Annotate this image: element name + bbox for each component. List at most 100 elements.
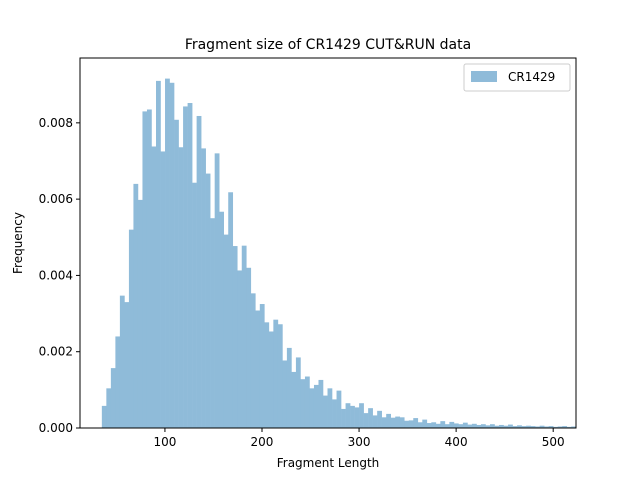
histogram-bar: [169, 82, 175, 428]
histogram-bar: [485, 425, 491, 428]
x-axis-label: Fragment Length: [277, 456, 380, 470]
histogram-bar: [377, 410, 382, 428]
legend-swatch: [471, 71, 497, 82]
histogram-bar: [327, 388, 333, 428]
histogram-bar: [426, 423, 432, 428]
histogram-bar: [499, 424, 504, 428]
histogram-bar: [214, 153, 220, 429]
y-axis: 0.000 0.002 0.004 0.006 0.008: [39, 116, 80, 435]
histogram-bar: [210, 218, 215, 428]
histogram-bar: [268, 331, 274, 428]
histogram-bar: [390, 417, 396, 428]
histogram-bar: [566, 426, 572, 428]
histogram-bar: [440, 421, 446, 428]
histogram-bar: [187, 103, 193, 428]
histogram-bar: [151, 146, 157, 429]
x-tick-label: 400: [445, 435, 468, 449]
y-tick-label: 0.002: [39, 345, 73, 359]
histogram-bar: [178, 147, 184, 428]
histogram-bar: [300, 379, 306, 428]
histogram-bar: [115, 336, 121, 428]
histogram-bar: [368, 408, 373, 428]
histogram-bar: [282, 360, 288, 428]
histogram-bar: [521, 426, 527, 428]
histogram-bar: [345, 403, 351, 428]
histogram-bar: [295, 357, 301, 428]
histogram-bar: [544, 426, 549, 428]
histogram-bar: [174, 119, 179, 428]
histogram-bar: [119, 295, 125, 428]
histogram-bar: [286, 347, 292, 428]
histogram-bar: [404, 420, 410, 428]
histogram-bar: [422, 419, 428, 428]
histogram-bar: [395, 416, 401, 428]
histogram-bar: [142, 111, 148, 429]
histogram-bar: [462, 422, 468, 428]
histogram-bar: [128, 229, 134, 428]
histogram-bar: [232, 246, 238, 428]
histogram-bar: [250, 293, 256, 428]
histogram-bar: [259, 304, 265, 428]
histogram-bar: [363, 413, 369, 428]
histogram-bar: [264, 322, 270, 428]
histogram-bar: [160, 151, 166, 428]
chart-title: Fragment size of CR1429 CUT&RUN data: [185, 37, 471, 53]
histogram-bar: [332, 399, 337, 428]
histogram-bar: [241, 245, 247, 428]
x-tick-label: 200: [251, 435, 274, 449]
histogram-bar: [571, 426, 577, 428]
y-axis-label: Frequency: [11, 212, 25, 274]
histogram-bar: [205, 173, 211, 428]
histogram-bar: [435, 423, 441, 428]
histogram-bar: [467, 424, 473, 428]
x-tick-label: 300: [348, 435, 371, 449]
histogram-bar: [431, 422, 437, 428]
histogram-bar: [413, 418, 419, 428]
histogram-bar: [526, 425, 531, 428]
histogram-bar: [201, 148, 206, 428]
legend-label: CR1429: [508, 70, 555, 84]
histogram-bar: [408, 420, 414, 428]
histogram-bar: [562, 426, 568, 428]
histogram-bar: [237, 270, 243, 428]
histogram-bar: [381, 417, 387, 428]
histogram-bar: [106, 388, 112, 428]
histogram-bar: [490, 424, 495, 428]
histogram-bar: [165, 78, 170, 428]
histogram-bar: [223, 234, 229, 428]
histogram-bars: [101, 78, 577, 429]
histogram-bar: [548, 426, 554, 428]
histogram-bar: [535, 426, 540, 428]
histogram-bar: [323, 395, 328, 428]
histogram-bar: [318, 379, 324, 428]
histogram-bar: [494, 425, 500, 428]
histogram-bar: [277, 324, 283, 428]
histogram-bar: [417, 422, 423, 428]
histogram-bar: [399, 417, 405, 428]
histogram-bar: [255, 310, 261, 428]
histogram-bar: [372, 415, 378, 428]
histogram-bar: [354, 407, 360, 428]
x-tick-label: 100: [153, 435, 176, 449]
histogram-bar: [313, 384, 319, 428]
histogram-bar: [471, 423, 477, 428]
y-tick-label: 0.004: [39, 268, 73, 282]
histogram-bar: [341, 408, 346, 428]
histogram-bar: [539, 425, 545, 428]
legend-box: [463, 63, 571, 92]
histogram-bar: [309, 388, 315, 428]
histogram-bar: [336, 390, 342, 428]
histogram-bar: [508, 424, 513, 428]
histogram-bar: [228, 192, 234, 428]
histogram-bar: [304, 376, 310, 428]
histogram-bar: [196, 115, 202, 428]
histogram-bar: [458, 424, 464, 428]
histogram-bar: [137, 199, 143, 428]
histogram-bar: [124, 302, 130, 428]
histogram-bar: [101, 405, 107, 428]
histogram-bar: [386, 413, 391, 428]
histogram-bar: [453, 423, 459, 428]
plot-frame: [79, 57, 577, 429]
histogram-bar: [110, 368, 116, 428]
